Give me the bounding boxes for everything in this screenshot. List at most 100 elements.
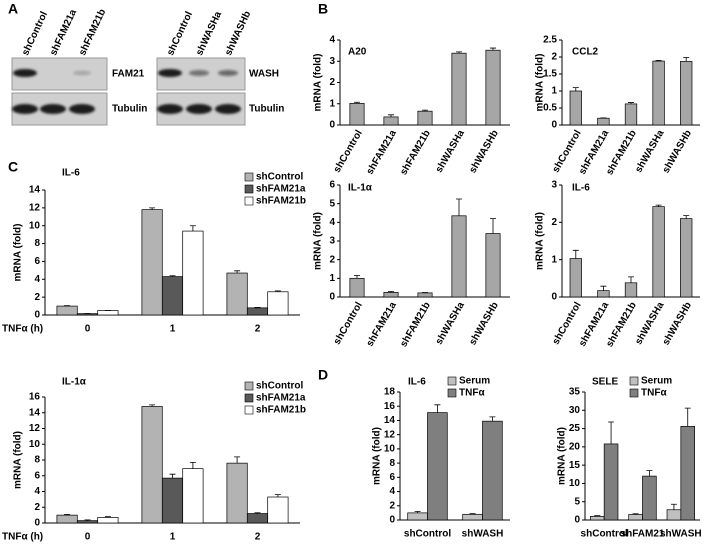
x-tick-label: 1 <box>170 324 176 335</box>
error-bar <box>149 404 156 407</box>
legend-swatch <box>629 376 639 386</box>
bar <box>182 468 204 524</box>
y-tick-label: 2 <box>551 217 557 228</box>
bar <box>666 509 682 521</box>
x-axis-label: TNFα (h) <box>2 324 43 335</box>
legend-swatch <box>244 381 254 391</box>
x-tick-label: shWASH <box>462 529 504 540</box>
legend-label: shFAM21a <box>256 393 306 404</box>
x-tick-label: shControl <box>332 300 365 347</box>
y-tick-label: 4 <box>389 486 395 497</box>
bar <box>680 61 693 126</box>
chart-title: IL-1α <box>348 183 373 194</box>
y-tick-label: 10 <box>569 478 581 489</box>
y-axis-label: mRNA (fold) <box>13 224 24 282</box>
bar <box>182 230 204 316</box>
y-tick-label: 2 <box>329 77 335 88</box>
y-tick-label: 1 <box>329 98 335 109</box>
legend-swatch <box>244 405 254 415</box>
chart-title: SELE <box>592 377 618 388</box>
error-bar <box>388 291 394 293</box>
bar <box>680 218 693 298</box>
error-bar <box>234 270 241 274</box>
x-tick-label: shFAM21b <box>398 300 433 349</box>
y-tick-label: 0 <box>329 120 335 131</box>
y-tick-label: 6 <box>34 256 40 267</box>
y-tick-label: 4 <box>34 486 40 497</box>
error-bar <box>456 198 462 216</box>
x-tick-label: shWASHb <box>661 300 694 347</box>
bar <box>451 215 467 298</box>
x-tick-label: 1 <box>170 532 176 543</box>
bar <box>417 292 433 298</box>
error-bar <box>600 285 607 291</box>
bar <box>652 206 665 298</box>
y-tick-label: 8 <box>34 455 40 466</box>
error-bar <box>234 456 241 464</box>
bar <box>349 277 365 298</box>
legend-label: Serum <box>641 376 672 387</box>
panel-letter: C <box>8 159 18 175</box>
error-bar <box>655 204 662 207</box>
y-tick-label: 14 <box>29 185 41 196</box>
x-tick-label: shWASHb <box>467 128 500 175</box>
bar <box>590 515 605 521</box>
y-tick-label: 6 <box>34 470 40 481</box>
error-bar <box>434 404 441 413</box>
bar <box>597 117 610 126</box>
y-tick-label: 25 <box>569 423 581 434</box>
y-axis-label: mRNA (fold) <box>372 427 383 485</box>
chart-title: IL-6 <box>572 183 590 194</box>
error-bar <box>104 516 111 518</box>
lane-label: shFAM21a <box>48 8 79 58</box>
bar <box>427 412 448 521</box>
y-tick-label: 8 <box>389 458 395 469</box>
y-axis-label: mRNA (fold) <box>313 212 324 270</box>
y-tick-label: 12 <box>29 202 41 213</box>
y-axis-label: mRNA (fold) <box>535 54 546 112</box>
error-bar <box>683 56 690 62</box>
legend-swatch <box>244 184 254 194</box>
y-axis-label: mRNA (fold) <box>557 427 568 485</box>
y-tick-label: 35 <box>569 387 581 398</box>
chart-title: IL-6 <box>62 168 80 179</box>
legend-label: TNFα <box>459 388 485 399</box>
lane-label: shControl <box>165 10 195 58</box>
y-tick-label: 2 <box>389 500 395 511</box>
bar <box>226 272 248 316</box>
y-tick-label: 14 <box>384 415 396 426</box>
error-bar <box>628 276 634 283</box>
x-tick-label: 0 <box>85 324 91 335</box>
y-tick-label: 12 <box>384 429 396 440</box>
y-tick-label: 2 <box>34 292 40 303</box>
x-tick-label: shWASHa <box>434 300 467 347</box>
bar <box>451 52 467 126</box>
y-tick-label: 5 <box>574 496 580 507</box>
y-tick-label: 5 <box>329 198 335 209</box>
lane-label: shWASHa <box>194 10 224 58</box>
y-tick-label: 3 <box>329 56 335 67</box>
y-tick-label: 18 <box>384 387 396 398</box>
error-bar <box>489 416 496 422</box>
bar <box>246 513 269 524</box>
x-tick-label: shWASHb <box>467 300 500 347</box>
chart-title: IL-6 <box>408 377 426 388</box>
y-axis-label: mRNA (fold) <box>13 431 24 489</box>
bar <box>680 426 695 521</box>
y-tick-label: 0 <box>551 292 557 303</box>
y-tick-label: 3 <box>551 180 557 191</box>
y-tick-label: 10 <box>29 220 41 231</box>
lane-label: shFAM21b <box>77 7 108 57</box>
error-bar <box>169 473 176 479</box>
bar <box>383 116 399 126</box>
x-tick-label: shWASHa <box>434 128 467 175</box>
error-bar <box>646 470 653 477</box>
y-tick-label: 10 <box>384 444 396 455</box>
y-tick-label: 2.5 <box>543 35 557 46</box>
error-bar <box>84 519 91 521</box>
error-bar <box>469 513 476 515</box>
bar <box>246 307 269 316</box>
legend-label: shFAM21b <box>256 405 306 416</box>
x-tick-label: shFAM21a <box>365 300 399 349</box>
western-blot <box>11 57 246 126</box>
